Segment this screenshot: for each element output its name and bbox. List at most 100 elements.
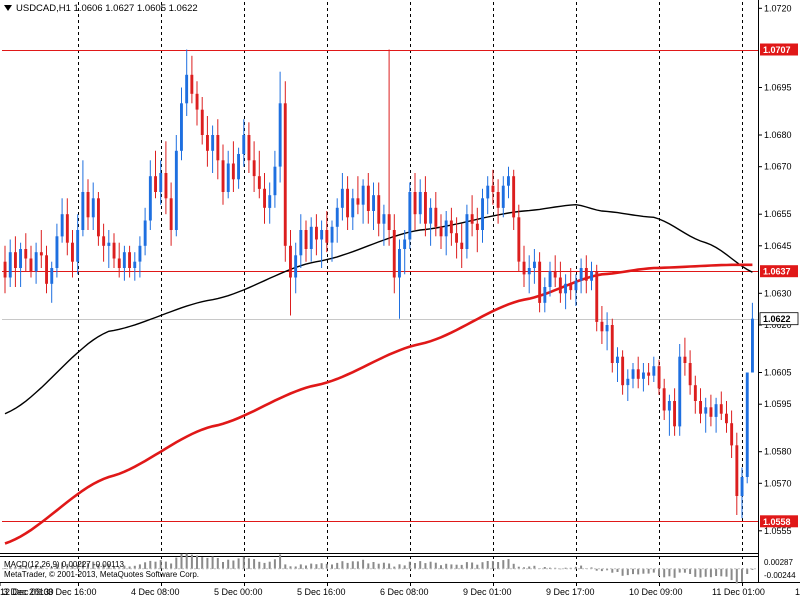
candle-body bbox=[174, 150, 178, 230]
macd-bar bbox=[377, 563, 380, 569]
candle-bearish bbox=[3, 245, 7, 294]
macd-bar bbox=[30, 566, 32, 569]
candle-bullish bbox=[444, 211, 448, 256]
candle-body bbox=[45, 255, 48, 284]
macd-bar bbox=[118, 567, 121, 569]
macd-bar bbox=[356, 561, 359, 569]
macd-bar bbox=[689, 568, 692, 574]
candle-body bbox=[190, 74, 194, 94]
macd-bar bbox=[595, 568, 598, 571]
macd-bar bbox=[611, 568, 614, 573]
candle-bearish bbox=[304, 220, 308, 262]
candle-bearish bbox=[569, 268, 573, 300]
candle-bullish bbox=[60, 198, 64, 243]
macd-bar bbox=[284, 564, 287, 569]
macd-bar bbox=[294, 566, 297, 569]
candle-bearish bbox=[71, 230, 74, 278]
candle-body bbox=[605, 325, 609, 332]
candle-bullish bbox=[465, 204, 469, 259]
macd-bar bbox=[159, 560, 162, 569]
macd-tick-label: 0.00287 bbox=[764, 558, 793, 567]
macd-bar bbox=[289, 566, 292, 569]
candle-bearish bbox=[164, 141, 168, 215]
dropdown-triangle-icon[interactable] bbox=[4, 5, 12, 12]
moving-averages bbox=[4, 203, 753, 545]
candle-body bbox=[543, 287, 547, 303]
candle-body bbox=[55, 236, 59, 268]
candle-bullish bbox=[501, 176, 505, 218]
candle-bearish bbox=[65, 198, 69, 256]
price-tags: 1.0707 1.0637 1.0558 1.0622 bbox=[759, 43, 799, 528]
macd-bar bbox=[367, 563, 370, 569]
time-tick-label: 9 Dec 01:00 bbox=[463, 587, 512, 597]
price-tick-label: 1.0655 bbox=[764, 209, 792, 219]
price-tick-label: 1.0555 bbox=[764, 526, 792, 536]
candle-bullish bbox=[55, 223, 59, 278]
candle-bearish bbox=[475, 207, 479, 253]
macd-bar bbox=[196, 555, 198, 569]
candle-bullish bbox=[180, 87, 183, 161]
macd-bar bbox=[154, 561, 157, 569]
candle-body bbox=[455, 233, 458, 243]
candle-bullish bbox=[81, 160, 85, 237]
copyright-text: MetaTrader, © 2001-2013, MetaQuotes Soft… bbox=[4, 570, 200, 579]
macd-bar bbox=[476, 564, 479, 569]
macd-bar bbox=[621, 568, 624, 576]
candle-bearish bbox=[356, 176, 360, 215]
candle-bearish bbox=[45, 245, 48, 294]
candle-bearish bbox=[263, 173, 266, 224]
candle-body bbox=[19, 249, 22, 268]
macd-bar bbox=[388, 563, 391, 569]
candle-body bbox=[517, 217, 521, 262]
candle-body bbox=[216, 135, 220, 161]
candle-body bbox=[8, 252, 12, 278]
price-tag-label: 1.0637 bbox=[763, 267, 791, 277]
candle-body bbox=[211, 135, 215, 151]
candle-body bbox=[299, 230, 303, 256]
candle-body bbox=[335, 207, 339, 227]
macd-bar bbox=[310, 563, 313, 569]
candle-body bbox=[725, 413, 728, 424]
candle-body bbox=[413, 192, 417, 215]
candle-body bbox=[117, 258, 121, 268]
candle-bearish bbox=[252, 141, 256, 192]
candle-bearish bbox=[699, 388, 702, 424]
candle-bearish bbox=[231, 141, 235, 192]
candle-body bbox=[252, 160, 256, 177]
candle-bearish bbox=[117, 242, 121, 278]
candle-bearish bbox=[112, 233, 116, 268]
candle-body bbox=[309, 226, 313, 249]
time-tick-label: 5 Dec 00:00 bbox=[214, 587, 263, 597]
candle-body bbox=[50, 268, 54, 284]
candle-body bbox=[439, 226, 443, 237]
candle-bearish bbox=[39, 230, 43, 268]
candle-body bbox=[39, 252, 43, 256]
candle-bearish bbox=[128, 245, 131, 278]
macd-subwindow bbox=[2, 553, 758, 584]
macd-bar bbox=[133, 565, 136, 569]
macd-bar bbox=[55, 564, 58, 569]
candle-body bbox=[237, 154, 240, 180]
candle-bullish bbox=[527, 255, 531, 294]
candle-bearish bbox=[392, 214, 396, 294]
macd-bar bbox=[715, 568, 718, 576]
candle-bearish bbox=[434, 192, 438, 237]
candle-body bbox=[29, 258, 33, 272]
candle-body bbox=[315, 226, 318, 240]
candle-body bbox=[382, 214, 386, 224]
candle-bullish bbox=[148, 160, 152, 230]
macd-bar bbox=[320, 563, 323, 569]
macd-bar bbox=[465, 562, 468, 569]
candle-body bbox=[273, 166, 277, 196]
candle-body bbox=[138, 245, 142, 262]
price-tick-label: 1.0645 bbox=[764, 241, 792, 251]
macd-bar bbox=[222, 562, 224, 569]
macd-bar bbox=[481, 562, 484, 569]
candle-body bbox=[590, 271, 593, 281]
candle-body bbox=[533, 261, 536, 268]
candle-bearish bbox=[610, 318, 614, 373]
candle-bearish bbox=[413, 173, 417, 230]
candle-bullish bbox=[50, 261, 54, 303]
